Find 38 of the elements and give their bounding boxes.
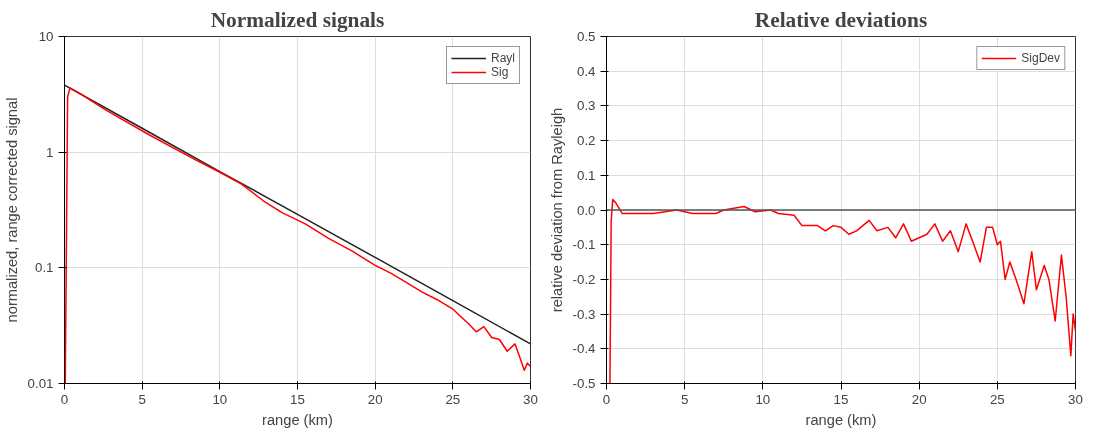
y-tick-label: 0.1: [34, 260, 54, 276]
x-tick-label: 30: [1068, 391, 1083, 407]
x-tick-label: 0: [60, 391, 69, 407]
x-tick-label: 25: [445, 391, 461, 407]
y-tick-label: 0.5: [576, 29, 596, 44]
x-tick-label: 5: [138, 391, 146, 407]
y-tick-label: 0.2: [576, 133, 596, 149]
y-tick-label: -0.5: [572, 376, 596, 391]
x-tick-label: 10: [755, 391, 771, 407]
chart-title: Relative deviations: [754, 7, 928, 32]
y-tick-label: -0.3: [572, 306, 596, 322]
x-tick-label: 30: [523, 391, 538, 407]
y-tick-label: -0.2: [572, 271, 596, 287]
legend-label: Sig: [490, 65, 510, 79]
y-tick-label: 0.3: [576, 98, 596, 114]
x-tick-label: 0: [602, 391, 611, 407]
y-tick-label: 0.4: [576, 63, 597, 79]
x-axis-title: range (km): [262, 411, 333, 428]
x-tick-label: 5: [680, 391, 689, 407]
y-axis-title: normalized, range corrected signal: [3, 97, 20, 323]
y-tick-label: -0.1: [572, 237, 596, 253]
x-axis-title: range (km): [805, 411, 877, 428]
y-tick-label: 1: [46, 144, 54, 160]
x-tick-label: 25: [989, 391, 1005, 407]
chart-title: Normalized signals: [210, 7, 385, 32]
x-tick-label: 20: [367, 391, 383, 407]
y-tick-label: 0.01: [27, 376, 54, 391]
x-tick-label: 20: [911, 391, 927, 407]
legend-label: SigDev: [1021, 51, 1060, 65]
x-tick-label: 15: [833, 391, 849, 407]
y-tick-label: -0.4: [572, 341, 597, 357]
y-tick-label: 0.0: [576, 202, 596, 218]
y-axis-title: relative deviation from Rayleigh: [548, 107, 565, 313]
x-tick-label: 15: [290, 391, 305, 407]
y-tick-label: 0.1: [576, 167, 596, 183]
x-tick-label: 10: [212, 391, 228, 407]
legend-label: Rayl: [490, 51, 515, 65]
y-tick-label: 10: [38, 29, 54, 44]
